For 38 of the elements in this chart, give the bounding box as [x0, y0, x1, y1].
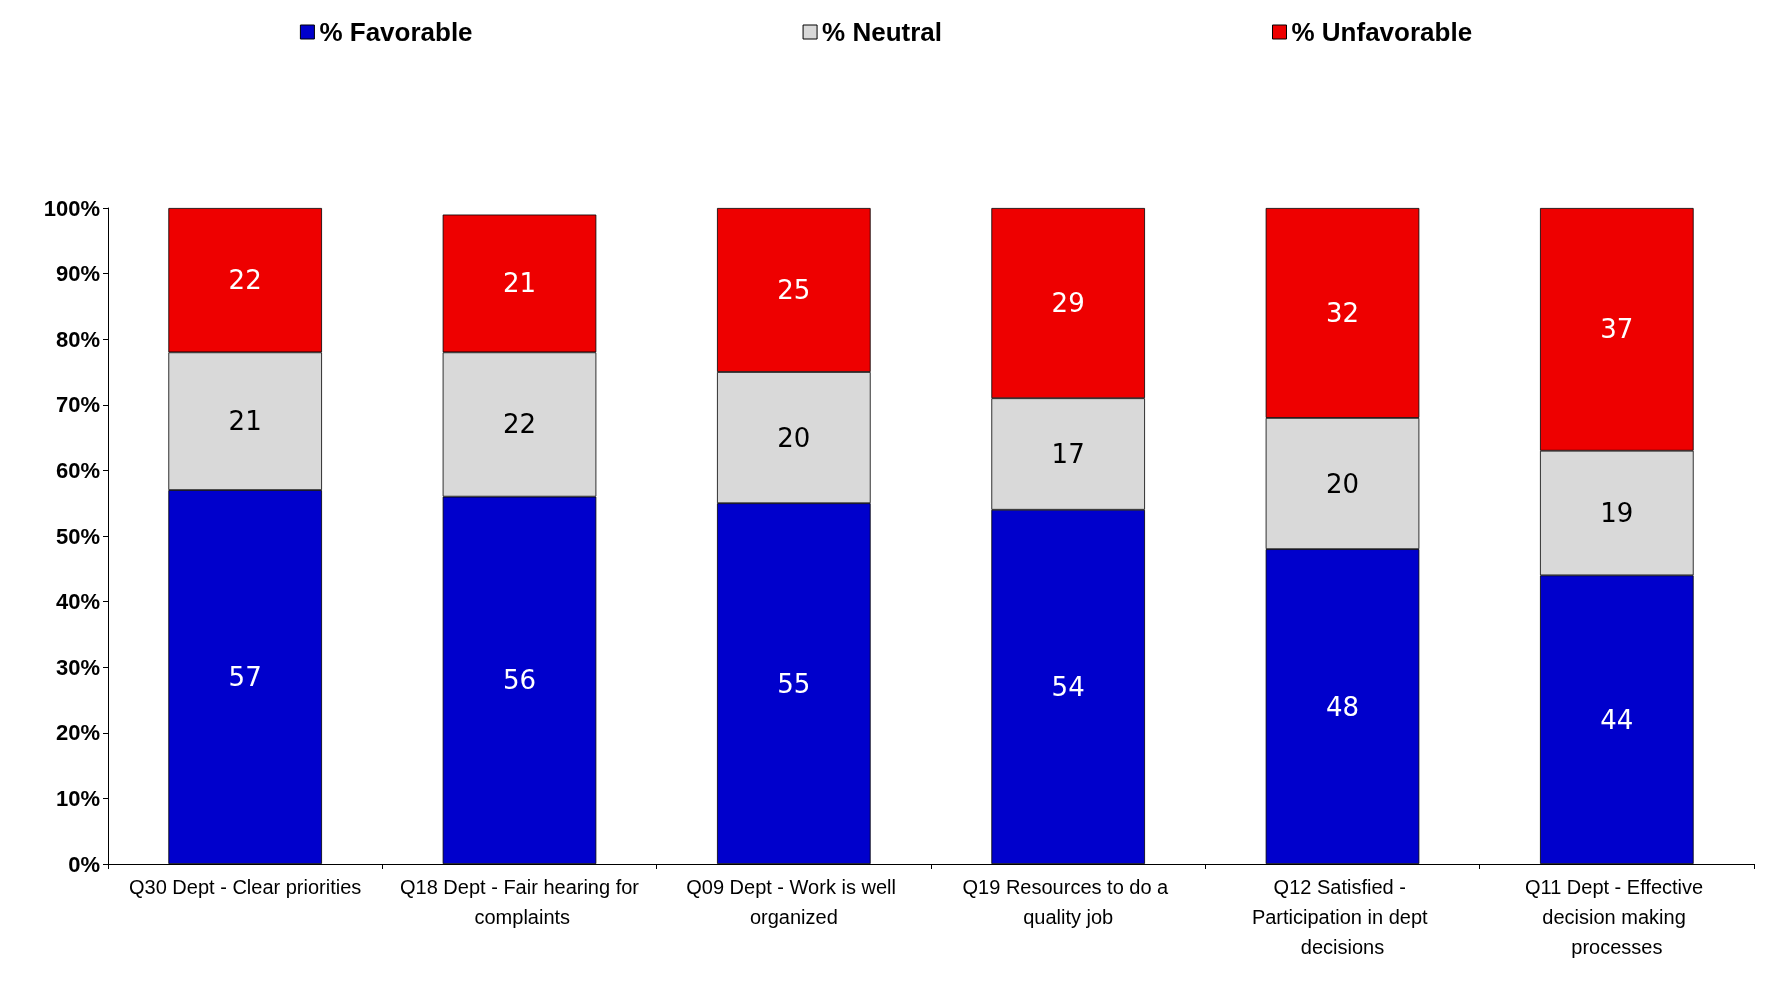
data-label: 48 [1325, 691, 1360, 722]
data-label: 56 [502, 665, 537, 696]
data-label: 37 [1600, 314, 1634, 345]
legend-label: % Unfavorable [1291, 17, 1473, 47]
y-tick-label: 0% [68, 851, 100, 877]
data-label: 25 [777, 275, 811, 305]
y-tick-label: 40% [55, 589, 100, 615]
data-label: 32 [1325, 297, 1360, 328]
legend-label: % Neutral [822, 17, 942, 47]
data-label: 54 [1051, 671, 1085, 702]
data-label: 55 [777, 668, 811, 699]
data-label: 20 [777, 422, 811, 453]
x-tick-label: Q09 Dept - Work is well organized [686, 876, 902, 928]
y-tick-label: 70% [55, 392, 100, 418]
x-tick-label: Q12 Satisfied - Participation in dept decisions [1251, 876, 1434, 958]
y-tick-label: 30% [55, 654, 100, 680]
data-label: 21 [502, 268, 537, 299]
data-label: 22 [228, 265, 262, 296]
y-tick-label: 90% [55, 261, 100, 287]
x-tick-label: Q11 Dept - Effective decision making processes [1524, 876, 1709, 958]
data-label: 20 [1325, 468, 1360, 499]
y-tick-label: 100% [43, 195, 100, 221]
x-tick-label: Q30 Dept - Clear priorities [129, 876, 362, 898]
data-label: 17 [1051, 439, 1085, 469]
x-tick-label: Q19 Resources to do a quality job [962, 876, 1174, 928]
data-label: 44 [1600, 704, 1634, 735]
y-tick-label: 20% [55, 720, 100, 746]
data-label: 57 [228, 662, 262, 693]
y-tick-label: 10% [55, 785, 100, 811]
legend-label: % Favorable [319, 17, 473, 47]
data-label: 21 [228, 406, 262, 437]
y-tick-label: 50% [55, 523, 100, 549]
y-tick-label: 60% [55, 457, 100, 483]
data-label: 22 [502, 409, 537, 440]
y-tick-label: 80% [55, 326, 100, 352]
data-label: 19 [1600, 498, 1634, 529]
x-tick-label: Q18 Dept - Fair hearing for complaints [400, 876, 640, 928]
data-label: 29 [1051, 288, 1085, 319]
